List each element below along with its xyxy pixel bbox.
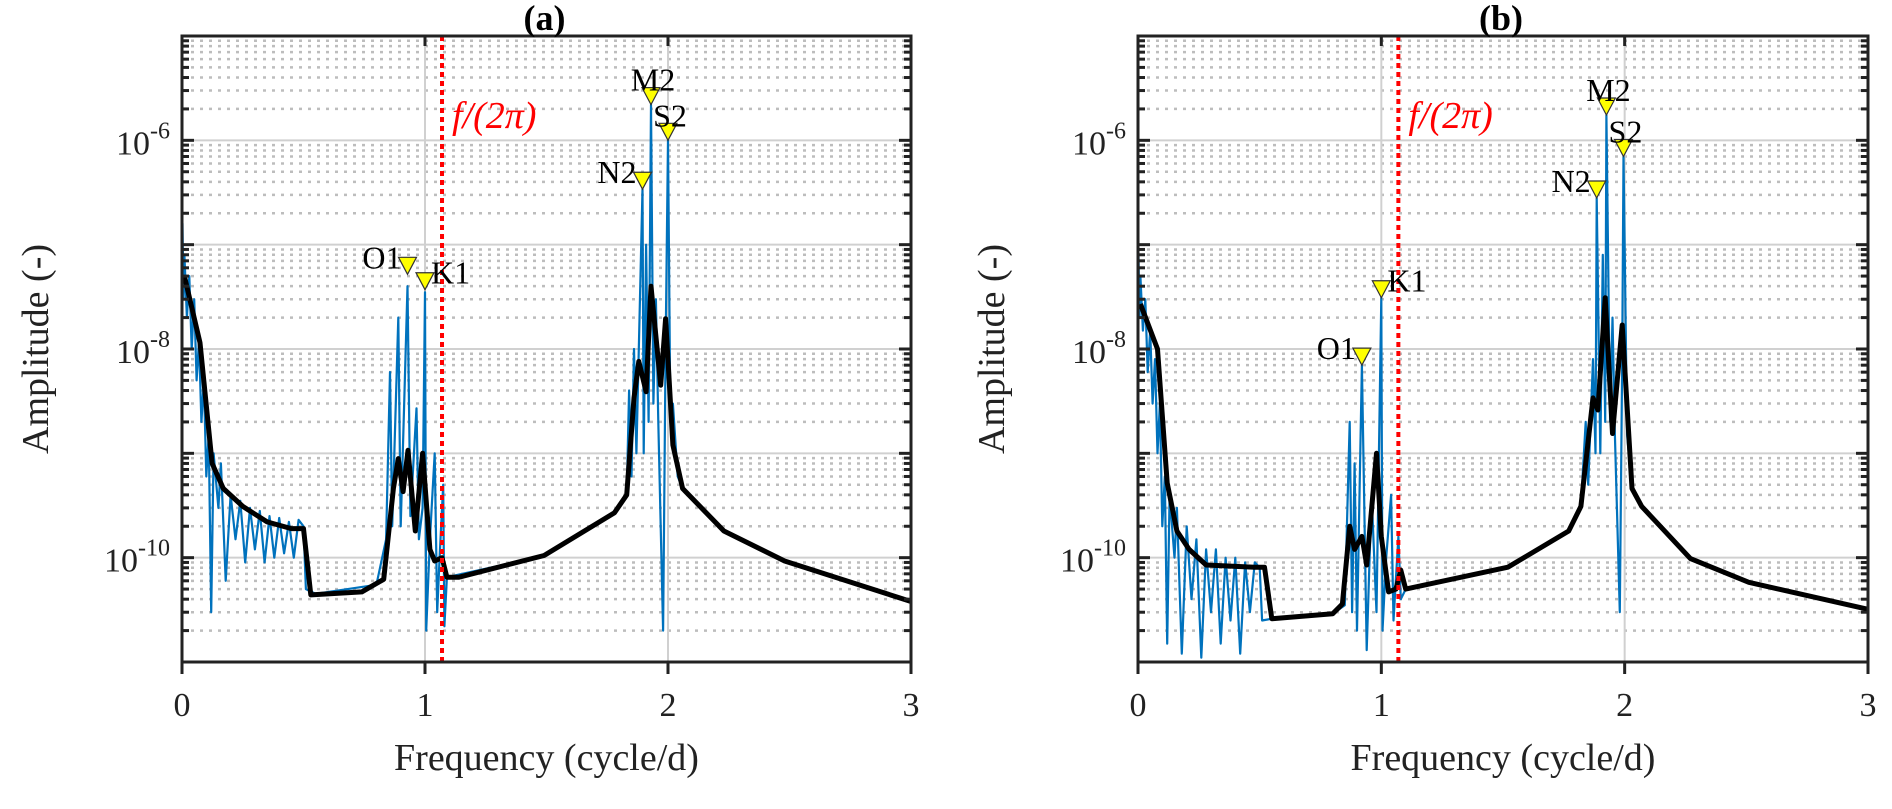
peak-marker	[658, 122, 678, 142]
series-group	[182, 103, 911, 632]
x-tick-label: 2	[660, 687, 677, 724]
smoothed-spectrum-line	[1138, 295, 1868, 622]
x-tick-label: 3	[903, 687, 920, 724]
y-tick-exponent: -6	[1106, 118, 1126, 144]
inertial-frequency-label: f/(2π)	[452, 95, 536, 137]
y-tick-label: 10-10	[1060, 536, 1126, 580]
y-tick-base: 10	[1072, 125, 1106, 162]
peak-marker	[1613, 138, 1634, 158]
y-tick-exponent: -10	[1094, 536, 1126, 562]
x-tick-label: 0	[1130, 687, 1147, 724]
peak-label: K1	[431, 255, 470, 291]
peak-marker	[397, 256, 418, 276]
x-tick-label: 2	[1616, 687, 1633, 724]
series-group	[1138, 113, 1868, 659]
peak-label: O1	[1317, 330, 1356, 366]
y-axis-label: Amplitude (-)	[15, 244, 57, 454]
peak-label: O1	[362, 239, 401, 275]
x-tick-label: 1	[1373, 687, 1390, 724]
y-tick-exponent: -10	[138, 536, 170, 562]
x-tick-label: 3	[1860, 687, 1877, 724]
peak-label: N2	[597, 154, 636, 190]
x-axis-label: Frequency (cycle/d)	[394, 737, 699, 779]
peak-marker	[1371, 280, 1392, 300]
inertial-frequency-label: f/(2π)	[1408, 95, 1492, 137]
y-tick-exponent: -6	[150, 118, 170, 144]
peak-label: S2	[653, 97, 687, 133]
y-tick-base: 10	[116, 125, 150, 162]
peak-label: M2	[1586, 72, 1630, 108]
y-tick-label: 10-8	[1072, 327, 1126, 371]
x-tick-label: 0	[174, 687, 191, 724]
y-tick-label: 10-10	[104, 536, 170, 580]
peak-marker	[1586, 180, 1607, 200]
raw-spectrum-line	[1138, 113, 1868, 659]
x-tick-label: 1	[417, 687, 434, 724]
y-tick-base: 10	[104, 543, 138, 580]
peak-marker	[415, 272, 435, 291]
y-axis-label: Amplitude (-)	[971, 244, 1013, 454]
panel-title: (b)	[1479, 0, 1523, 38]
y-tick-label: 10-8	[116, 327, 170, 371]
peak-marker	[1596, 97, 1617, 117]
y-tick-label: 10-6	[1072, 118, 1126, 162]
smoothed-spectrum-line	[182, 275, 911, 604]
peak-label: K1	[1387, 263, 1426, 299]
y-tick-base: 10	[1072, 334, 1106, 371]
panel-title: (a)	[524, 0, 566, 38]
y-tick-exponent: -8	[150, 327, 170, 353]
y-tick-exponent: -8	[1106, 327, 1126, 353]
peak-marker	[1351, 347, 1372, 367]
peak-marker	[632, 171, 653, 191]
y-tick-base: 10	[1060, 543, 1094, 580]
raw-spectrum-line	[182, 103, 911, 632]
y-tick-base: 10	[116, 334, 150, 371]
peak-label: N2	[1552, 163, 1591, 199]
peak-label: S2	[1609, 113, 1643, 149]
y-tick-label: 10-6	[116, 118, 170, 162]
peak-marker	[640, 87, 661, 106]
x-axis-label: Frequency (cycle/d)	[1351, 737, 1656, 779]
peak-label: M2	[631, 62, 675, 98]
